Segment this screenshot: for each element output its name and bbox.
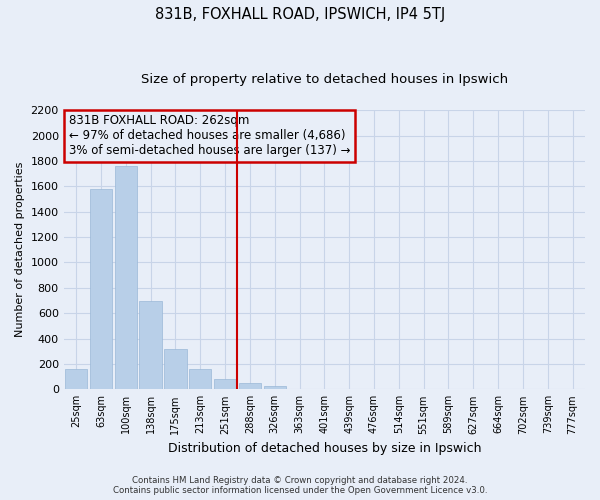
Bar (164, 350, 187, 390)
Bar (189, 369, 211, 390)
Text: 831B, FOXHALL ROAD, IPSWICH, IP4 5TJ: 831B, FOXHALL ROAD, IPSWICH, IP4 5TJ (155, 8, 445, 22)
Bar (90, 189, 112, 390)
Text: 831B FOXHALL ROAD: 262sqm
← 97% of detached houses are smaller (4,686)
3% of sem: 831B FOXHALL ROAD: 262sqm ← 97% of detac… (69, 114, 350, 158)
Title: Size of property relative to detached houses in Ipswich: Size of property relative to detached ho… (141, 72, 508, 86)
Bar (65, 369, 87, 390)
Y-axis label: Number of detached properties: Number of detached properties (15, 162, 25, 338)
X-axis label: Distribution of detached houses by size in Ipswich: Distribution of detached houses by size … (167, 442, 481, 455)
Bar (214, 378, 236, 390)
Bar (115, 166, 137, 390)
Bar (139, 300, 162, 390)
Bar (263, 386, 286, 390)
Bar (239, 383, 261, 390)
Text: Contains HM Land Registry data © Crown copyright and database right 2024.
Contai: Contains HM Land Registry data © Crown c… (113, 476, 487, 495)
